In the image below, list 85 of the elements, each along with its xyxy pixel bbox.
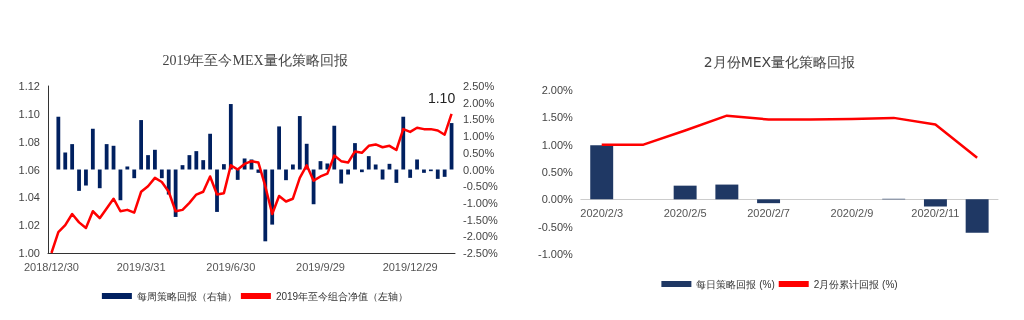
chart-title: 2月份MEX量化策略回报 xyxy=(703,54,856,70)
bar xyxy=(339,169,344,184)
bar xyxy=(97,169,102,189)
legend-label: 每周策略回报（右轴） xyxy=(136,290,237,302)
bar xyxy=(139,120,144,170)
y-tick-label: 1.50% xyxy=(541,111,574,124)
x-tick-label: 2020/2/11 xyxy=(911,206,960,219)
bar xyxy=(394,169,399,183)
bar xyxy=(146,155,150,170)
bar xyxy=(346,169,350,175)
bar xyxy=(923,199,947,207)
bar xyxy=(673,185,697,200)
line-series xyxy=(600,114,979,160)
bar xyxy=(222,164,226,170)
y2-tick-label: -1.50% xyxy=(463,213,499,226)
y-tick-label: -0.50% xyxy=(537,220,574,233)
bar xyxy=(715,184,739,200)
y-tick-label: 2.00% xyxy=(541,84,574,96)
bar xyxy=(435,169,440,179)
bar xyxy=(373,164,378,170)
bar xyxy=(56,116,61,170)
y-tick-label: 1.08 xyxy=(18,135,40,148)
bar xyxy=(90,128,95,170)
x-tick-label: 2020/2/7 xyxy=(747,206,790,219)
y2-tick-label: -1.00% xyxy=(463,196,499,209)
bar xyxy=(77,169,81,191)
bar xyxy=(125,166,130,170)
bar xyxy=(201,160,206,170)
legend-label: 2019年至今组合净值（左轴） xyxy=(275,290,409,302)
bar xyxy=(297,116,302,170)
bar xyxy=(401,116,406,170)
y-tick-label: 0.50% xyxy=(541,166,574,178)
x-tick-label: 2020/2/5 xyxy=(663,206,707,219)
bar xyxy=(84,169,88,186)
bar xyxy=(132,169,137,179)
bar xyxy=(284,169,288,181)
bar xyxy=(442,169,447,177)
x-tick-label: 2019/6/30 xyxy=(206,260,256,273)
bar xyxy=(208,133,213,170)
data-label: 1.10 xyxy=(427,89,456,106)
bar xyxy=(180,165,185,170)
bar xyxy=(277,126,281,170)
x-tick-label: 2019/12/29 xyxy=(382,260,438,273)
x-tick-label: 2018/12/30 xyxy=(23,260,79,273)
bar xyxy=(194,151,199,170)
bar xyxy=(415,159,419,170)
y-tick-label: -1.00% xyxy=(537,248,574,260)
bar xyxy=(173,169,178,217)
y2-tick-label: 0.00% xyxy=(463,163,495,176)
y-tick-label: 1.06 xyxy=(18,163,40,176)
bar xyxy=(408,169,413,178)
y-tick-label: 1.00 xyxy=(18,247,40,259)
bar xyxy=(366,156,371,170)
bar xyxy=(104,144,109,170)
x-tick-label: 2019/9/29 xyxy=(296,260,345,273)
bar xyxy=(228,104,233,170)
y-tick-label: 1.02 xyxy=(18,219,40,232)
y2-tick-label: -2.50% xyxy=(463,247,499,259)
y-tick-label: 1.12 xyxy=(18,80,40,92)
y2-tick-label: 2.50% xyxy=(463,80,495,92)
bar xyxy=(63,152,68,170)
y-tick-label: 1.10 xyxy=(18,107,40,120)
x-tick-label: 2020/2/9 xyxy=(830,206,874,219)
x-tick-label: 2020/2/3 xyxy=(580,206,624,219)
bar xyxy=(965,199,989,233)
y2-tick-label: -0.50% xyxy=(463,180,499,193)
y2-tick-label: -2.00% xyxy=(463,230,499,243)
bar xyxy=(70,144,75,170)
y2-tick-label: 1.00% xyxy=(463,130,495,143)
legend-label: 2月份累计回报 (%) xyxy=(813,278,898,290)
bar xyxy=(290,164,295,170)
bar xyxy=(757,199,781,204)
y2-tick-label: 2.00% xyxy=(463,96,495,109)
y-tick-label: 1.04 xyxy=(18,191,40,204)
y-tick-label: 0.00% xyxy=(541,193,574,206)
y2-tick-label: 0.50% xyxy=(463,146,495,159)
bar xyxy=(422,169,426,173)
y-tick-label: 1.00% xyxy=(541,138,574,151)
bar xyxy=(153,149,157,170)
legend-label: 每日策略回报 (%) xyxy=(696,278,775,290)
y2-tick-label: 1.50% xyxy=(463,113,495,126)
bar xyxy=(159,169,164,179)
chart-title: 2019年至今MEX量化策略回报 xyxy=(162,52,348,68)
x-tick-label: 2019/3/31 xyxy=(116,260,166,273)
bar xyxy=(590,145,614,200)
